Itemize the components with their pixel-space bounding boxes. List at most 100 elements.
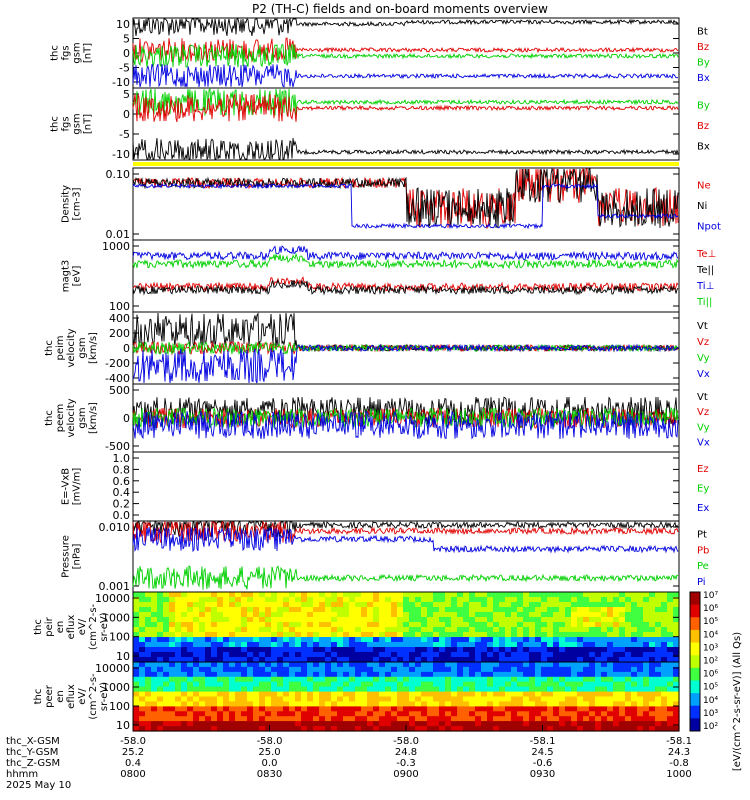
spectrogram-cell bbox=[241, 662, 248, 668]
spectrogram-cell bbox=[169, 592, 176, 598]
spectrogram-cell bbox=[235, 602, 242, 608]
spectrogram-cell bbox=[403, 691, 410, 698]
spectrogram-cell bbox=[439, 617, 446, 623]
spectrogram-cell bbox=[199, 642, 206, 648]
spectrogram-cell bbox=[439, 706, 446, 712]
spectrogram-cell bbox=[661, 597, 668, 603]
spectrogram-cell bbox=[295, 671, 302, 678]
spectrogram-cell bbox=[553, 726, 560, 732]
spectrogram-cell bbox=[625, 696, 632, 702]
spectrogram-cell bbox=[193, 662, 200, 668]
spectrogram-cell bbox=[673, 632, 680, 638]
spectrogram-cell bbox=[607, 711, 614, 717]
spectrogram-cell bbox=[163, 686, 170, 693]
spectrogram-cell bbox=[247, 597, 254, 603]
spectrogram-cell bbox=[655, 711, 662, 717]
spectrogram-cell bbox=[499, 637, 506, 643]
spectrogram-cell bbox=[409, 632, 416, 638]
spectrogram-cell bbox=[319, 701, 326, 707]
spectrogram-cell bbox=[403, 632, 410, 638]
spectrogram-cell bbox=[529, 691, 536, 698]
spectrogram-cell bbox=[409, 691, 416, 698]
spectrogram-cell bbox=[475, 666, 482, 673]
spectrogram-cell bbox=[193, 647, 200, 653]
spectrogram-cell bbox=[289, 607, 296, 613]
spectrogram-cell bbox=[175, 652, 182, 658]
spectrogram-cell bbox=[391, 602, 398, 608]
spectrogram-cell bbox=[643, 676, 650, 683]
spectrogram-cell bbox=[163, 602, 170, 608]
spectrogram-cell bbox=[511, 652, 518, 658]
spectrogram-cell bbox=[229, 622, 236, 628]
orbit-row-value: 0.0 bbox=[262, 758, 278, 769]
spectrogram-cell bbox=[313, 726, 320, 732]
spectrogram-cell bbox=[577, 696, 584, 702]
spectrogram-cell bbox=[649, 607, 656, 613]
spectrogram-cell bbox=[157, 607, 164, 613]
spectrogram-cell bbox=[625, 597, 632, 603]
spectrogram-cell bbox=[313, 706, 320, 712]
spectrogram-cell bbox=[427, 657, 434, 663]
spectrogram-cell bbox=[379, 686, 386, 693]
spectrogram-cell bbox=[511, 642, 518, 648]
spectrogram-cell bbox=[319, 612, 326, 618]
spectrogram-cell bbox=[571, 721, 578, 727]
spectrogram-cell bbox=[451, 671, 458, 678]
spectrogram-cell bbox=[175, 597, 182, 603]
spectrogram-cell bbox=[181, 662, 188, 668]
spectrogram-cell bbox=[583, 681, 590, 688]
spectrogram-cell bbox=[223, 706, 230, 712]
spectrogram-cell bbox=[211, 711, 218, 717]
spectrogram-cell bbox=[637, 622, 644, 628]
spectrogram-cell bbox=[169, 696, 176, 702]
spectrogram-cell bbox=[433, 696, 440, 702]
spectrogram-cell bbox=[643, 711, 650, 717]
spectrogram-cell bbox=[211, 652, 218, 658]
spectrogram-cell bbox=[193, 701, 200, 707]
spectrogram-cell bbox=[271, 597, 278, 603]
spectrogram-cell bbox=[541, 612, 548, 618]
spectrogram-cell bbox=[601, 602, 608, 608]
spectrogram-cell bbox=[247, 622, 254, 628]
orbit-row-value: 0800 bbox=[120, 769, 145, 780]
spectrogram-cell bbox=[397, 666, 404, 673]
spectrogram-cell bbox=[397, 696, 404, 702]
spectrogram-cell bbox=[475, 622, 482, 628]
spectrogram-cell bbox=[241, 696, 248, 702]
legend-ey: Ey bbox=[697, 483, 709, 494]
spectrogram-cell bbox=[325, 627, 332, 633]
spectrogram-cell bbox=[517, 612, 524, 618]
legend-bx: Bx bbox=[697, 142, 710, 153]
spectrogram-cell bbox=[631, 691, 638, 698]
spectrogram-cell bbox=[577, 622, 584, 628]
y-tick-label: -200 bbox=[105, 357, 130, 370]
spectrogram-cell bbox=[439, 647, 446, 653]
spectrogram-cell bbox=[415, 622, 422, 628]
spectrogram-cell bbox=[469, 642, 476, 648]
spectrogram-cell bbox=[199, 666, 206, 673]
spectrogram-cell bbox=[391, 686, 398, 693]
spectrogram-cell bbox=[313, 637, 320, 643]
spectrogram-cell bbox=[205, 602, 212, 608]
spectrogram-cell bbox=[181, 681, 188, 688]
spectrogram-cell bbox=[607, 617, 614, 623]
spectrogram-cell bbox=[211, 627, 218, 633]
spectrogram-cell bbox=[535, 671, 542, 678]
spectrogram-cell bbox=[265, 671, 272, 678]
spectrogram-cell bbox=[517, 632, 524, 638]
spectrogram-cell bbox=[451, 607, 458, 613]
spectrogram-cell bbox=[157, 602, 164, 608]
spectrogram-cell bbox=[553, 637, 560, 643]
spectrogram-cell bbox=[529, 711, 536, 717]
spectrogram-cell bbox=[283, 597, 290, 603]
spectrogram-cell bbox=[175, 607, 182, 613]
spectrogram-cell bbox=[613, 696, 620, 702]
spectrogram-cell bbox=[547, 647, 554, 653]
spectrogram-cell bbox=[391, 701, 398, 707]
spectrogram-cell bbox=[427, 627, 434, 633]
spectrogram-cell bbox=[493, 627, 500, 633]
spectrogram-cell bbox=[529, 632, 536, 638]
spectrogram-cell bbox=[661, 726, 668, 732]
spectrogram-cell bbox=[157, 637, 164, 643]
orbit-row-value: 25.2 bbox=[122, 747, 144, 758]
